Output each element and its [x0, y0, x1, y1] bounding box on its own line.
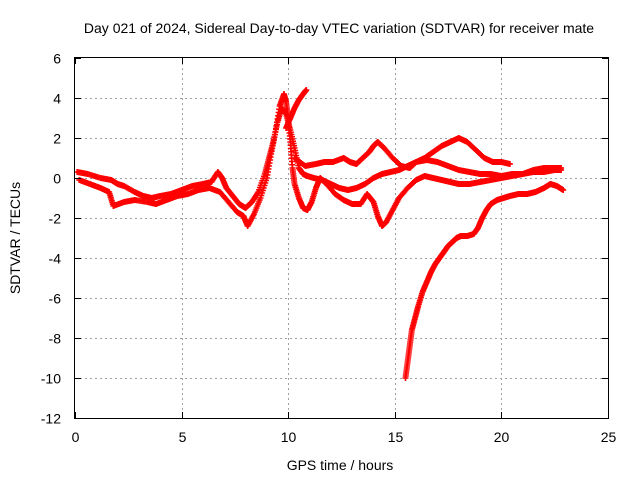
x-tick-label: 15	[388, 429, 404, 445]
y-tick-label: 4	[53, 91, 61, 107]
series-track-2	[76, 91, 565, 229]
y-tick-label: -8	[49, 331, 62, 347]
y-tick-label: -4	[49, 251, 62, 267]
x-tick-label: 5	[179, 429, 187, 445]
data-point	[558, 165, 565, 171]
y-tick-label: -6	[49, 291, 62, 307]
y-tick-label: -10	[41, 371, 61, 387]
y-tick-label: -12	[41, 411, 61, 427]
plot-frame	[74, 57, 609, 419]
x-tick-label: 10	[281, 429, 297, 445]
series-track-5	[402, 181, 567, 381]
y-tick-label: 0	[53, 171, 61, 187]
data-point	[560, 187, 567, 193]
x-tick-label: 20	[494, 429, 510, 445]
x-tick-label: 25	[601, 429, 617, 445]
series-track-4	[291, 135, 513, 171]
x-tick-label: 0	[72, 429, 80, 445]
y-tick-label: 2	[53, 131, 61, 147]
series-track-3	[283, 87, 310, 131]
x-axis-label: GPS time / hours	[287, 457, 394, 473]
data-series	[74, 87, 567, 381]
y-axis-label: SDTVAR / TECUs	[7, 182, 23, 294]
data-point	[303, 87, 310, 93]
y-tick-label: 6	[53, 51, 61, 67]
axis-ticks: 0 5 10 15 20 25 -12 -10 -8 -6 -4 -2 0 2 4 6	[41, 51, 617, 446]
data-point	[506, 161, 513, 167]
y-tick-label: -2	[49, 211, 62, 227]
grid	[75, 58, 608, 418]
chart-title: Day 021 of 2024, Sidereal Day-to-day VTE…	[84, 20, 594, 36]
